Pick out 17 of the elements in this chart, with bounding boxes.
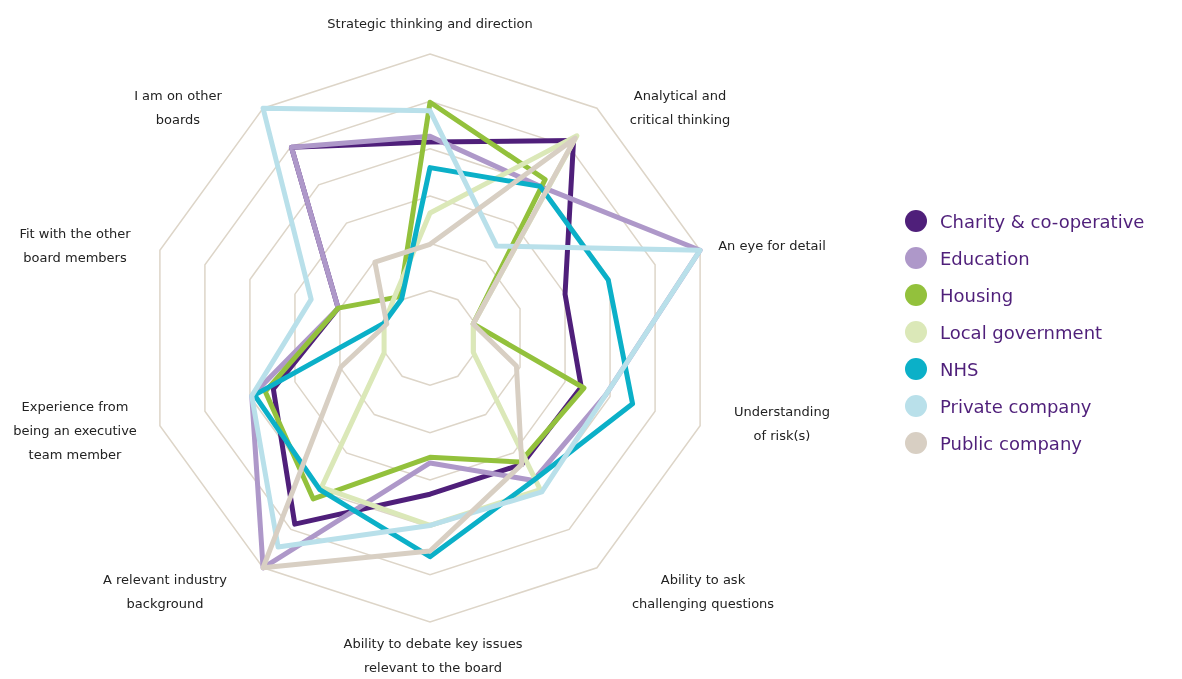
legend-label: Local government — [940, 322, 1103, 343]
spoke-label: Analytical and critical thinking — [629, 88, 731, 127]
legend-label: Charity & co-operative — [940, 211, 1145, 232]
legend-label: Education — [940, 248, 1030, 269]
spoke-label: An eye for detail — [718, 238, 826, 253]
legend-label: Private company — [940, 396, 1092, 417]
spoke-label: Understanding of risk(s) — [734, 404, 830, 443]
spoke-label: Experience from being an executive team member — [13, 399, 137, 462]
spoke-label: A relevant industry background — [102, 572, 228, 611]
legend-label: NHS — [940, 359, 979, 380]
legend-label: Housing — [940, 285, 1014, 306]
spoke-label: Ability to debate key issues relevant to the board — [343, 636, 523, 675]
spoke-label: Ability to ask challenging questions — [631, 572, 775, 611]
legend-label: Public company — [940, 433, 1083, 454]
spoke-label: Strategic thinking and direction — [327, 16, 533, 31]
spoke-label: Fit with the other board members — [19, 226, 132, 265]
spoke-label: I am on other boards — [134, 88, 223, 127]
